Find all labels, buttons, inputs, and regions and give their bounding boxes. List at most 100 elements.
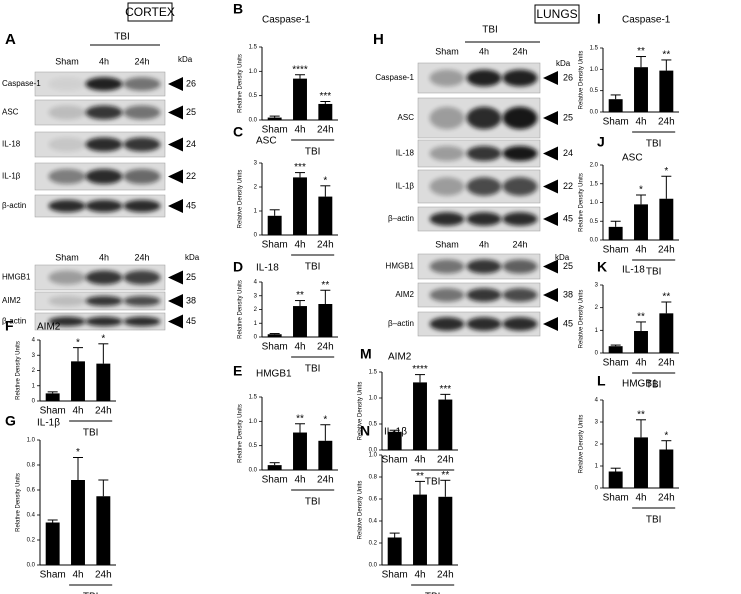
- section-header: LUNGS: [536, 7, 577, 21]
- panel-letter: E: [233, 363, 242, 379]
- blot-row-label: β-actin: [2, 201, 26, 210]
- blot-band: [466, 177, 502, 196]
- blot-arrow: [168, 294, 183, 308]
- significance: **: [662, 292, 670, 303]
- y-axis-label: Relative Density Units: [358, 382, 364, 441]
- x-tick-label: 4h: [294, 125, 305, 136]
- error-bar: [320, 289, 331, 304]
- significance: **: [416, 471, 424, 482]
- significance: *: [76, 447, 80, 458]
- lane-label: Sham: [55, 56, 79, 66]
- x-tick-label: Sham: [382, 570, 408, 581]
- lane-label: Sham: [55, 252, 79, 262]
- blot-arrow: [168, 314, 183, 329]
- x-tick-label: 24h: [658, 358, 675, 369]
- lane-label: 4h: [479, 46, 489, 56]
- bar: [608, 346, 623, 353]
- blot-row-label: AIM2: [2, 296, 21, 305]
- y-axis-label: Relative Density Units: [16, 473, 22, 532]
- bar: [45, 393, 60, 401]
- y-tick-label: 0.6: [27, 488, 36, 494]
- y-tick-label: 1.0: [369, 396, 378, 402]
- kda-value: 22: [563, 181, 573, 191]
- y-tick-label: 0.0: [249, 118, 258, 124]
- error-bar: [98, 343, 109, 364]
- significance: **: [637, 46, 645, 57]
- error-bar: [636, 56, 646, 68]
- x-tick-label: 24h: [437, 570, 454, 581]
- bar: [293, 306, 307, 337]
- y-axis-label: Relative Density Units: [238, 404, 244, 463]
- y-tick-label: 3: [32, 353, 36, 359]
- y-tick-label: 0: [254, 233, 258, 239]
- panel-letter: N: [360, 423, 370, 439]
- blot-band: [429, 106, 465, 130]
- bar: [634, 204, 648, 240]
- y-tick-label: 0.5: [369, 422, 378, 428]
- blot-band: [85, 199, 123, 213]
- blot-band: [429, 317, 465, 331]
- error-bar: [73, 347, 83, 362]
- error-bar: [661, 440, 672, 450]
- blot-row-label: IL-1β: [2, 172, 21, 181]
- y-tick-label: 4: [595, 398, 599, 404]
- blot-arrow: [543, 179, 558, 194]
- blot-arrow: [168, 137, 183, 152]
- blot-arrow: [168, 169, 183, 184]
- y-tick-label: 0.0: [590, 110, 599, 116]
- panel-letter: L: [597, 373, 606, 389]
- bar: [293, 432, 307, 470]
- x-tick-label: 24h: [95, 570, 112, 581]
- header-box: [534, 4, 580, 24]
- x-tick-label: Sham: [382, 455, 408, 466]
- significance: ***: [319, 91, 331, 102]
- group-label: TBI: [83, 592, 99, 594]
- x-tick-label: 4h: [294, 475, 305, 486]
- x-tick-label: 4h: [414, 455, 425, 466]
- y-tick-label: 0.2: [369, 541, 378, 547]
- y-axis-label: Relative Density Units: [579, 415, 585, 474]
- blot-band: [85, 270, 123, 285]
- x-tick-label: 24h: [317, 125, 334, 136]
- blot-band: [502, 288, 538, 302]
- error-bar: [295, 300, 305, 307]
- group-label: TBI: [425, 592, 441, 594]
- significance: *: [101, 333, 105, 344]
- error-bar: [440, 393, 451, 400]
- error-bar: [98, 479, 109, 497]
- y-tick-label: 2: [595, 442, 599, 448]
- significance: *: [323, 175, 327, 186]
- y-tick-label: 1: [595, 464, 599, 470]
- group-label: TBI: [305, 262, 321, 273]
- blot-band: [123, 77, 161, 91]
- blot-band: [466, 259, 502, 274]
- bar: [318, 196, 333, 235]
- x-tick-label: 24h: [658, 245, 675, 256]
- significance: **: [662, 50, 670, 61]
- y-tick-label: 1.5: [249, 45, 258, 51]
- blot-band: [123, 137, 161, 152]
- blot-band: [85, 295, 123, 307]
- x-tick-label: 24h: [658, 117, 675, 128]
- lane-label: 4h: [479, 239, 489, 249]
- bar: [387, 537, 402, 565]
- y-axis-label: Relative Density Units: [579, 290, 585, 349]
- panel-letter: C: [233, 124, 243, 140]
- y-tick-label: 1: [32, 383, 36, 389]
- blot-row-label: Caspase-1: [375, 73, 414, 82]
- x-tick-label: Sham: [603, 245, 629, 256]
- blot-band: [502, 177, 538, 196]
- y-tick-label: 1.0: [590, 200, 599, 206]
- y-tick-label: 1.5: [590, 46, 599, 52]
- y-axis-label: Relative Density Units: [358, 481, 364, 540]
- error-bar: [610, 94, 621, 100]
- y-tick-label: 0.5: [590, 88, 599, 94]
- blot-band: [466, 106, 502, 130]
- chart-title: HMGB1: [256, 369, 292, 380]
- error-bar: [47, 391, 58, 394]
- error-bar: [661, 301, 672, 314]
- x-tick-label: Sham: [262, 342, 288, 353]
- bar: [267, 117, 282, 120]
- error-bar: [73, 457, 83, 480]
